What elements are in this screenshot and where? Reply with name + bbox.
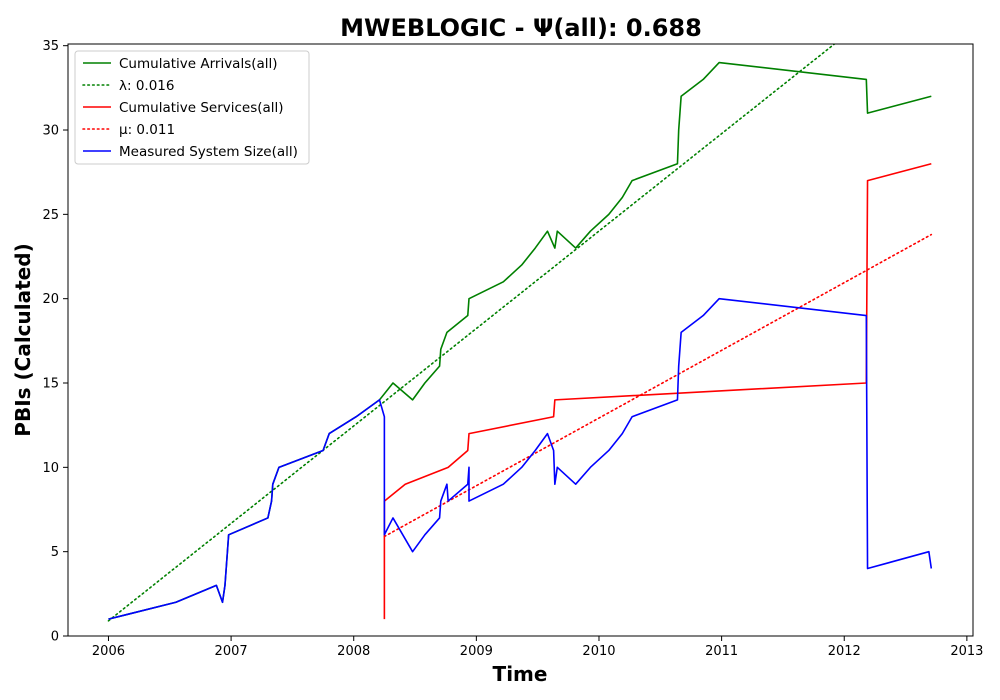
legend-label: Measured System Size(all): [119, 144, 298, 160]
x-tick-label: 2006: [92, 644, 125, 659]
x-axis: 2006 2007 2008 2009 2010 2011 2012 2013: [92, 636, 983, 659]
y-tick-label: 30: [42, 124, 59, 139]
y-axis-label: PBIs (Calculated): [11, 243, 35, 436]
legend-box: [74, 50, 310, 165]
legend-items: Cumulative Arrivals(all) λ: 0.016 Cumulati…: [82, 56, 298, 160]
legend-label: λ: 0.016: [119, 78, 174, 94]
series-line-2: [107, 44, 836, 622]
legend-label: Cumulative Services(all): [119, 100, 284, 116]
x-tick-label: 2012: [828, 644, 861, 659]
x-tick-label: 2011: [705, 644, 738, 659]
legend-label: μ: 0.011: [119, 122, 175, 138]
series-line-4: [383, 233, 933, 538]
legend-label: Cumulative Arrivals(all): [119, 56, 278, 72]
y-tick-label: 35: [42, 39, 59, 54]
plot-area: [67, 43, 974, 637]
x-tick-label: 2009: [460, 644, 493, 659]
legend: Cumulative Arrivals(all) λ: 0.016 Cumulati…: [74, 50, 310, 165]
y-tick-label: 20: [42, 292, 59, 307]
x-tick-label: 2007: [215, 644, 248, 659]
y-tick-label: 15: [42, 377, 59, 392]
x-tick-label: 2010: [582, 644, 615, 659]
y-tick-label: 10: [42, 461, 59, 476]
chart-title: MWEBLOGIC - Ψ(all): 0.688: [340, 14, 702, 42]
y-tick-label: 5: [51, 545, 59, 560]
y-tick-label: 0: [51, 630, 59, 645]
x-tick-label: 2008: [337, 644, 370, 659]
series-layer: [107, 44, 933, 622]
series-line-5: [108, 297, 933, 620]
plot-frame: [67, 43, 974, 637]
x-tick-label: 2013: [950, 644, 983, 659]
y-axis: 0 5 10 15 20 25 30 35: [42, 39, 68, 645]
y-tick-label: 25: [42, 208, 59, 223]
x-axis-label: Time: [493, 662, 548, 686]
